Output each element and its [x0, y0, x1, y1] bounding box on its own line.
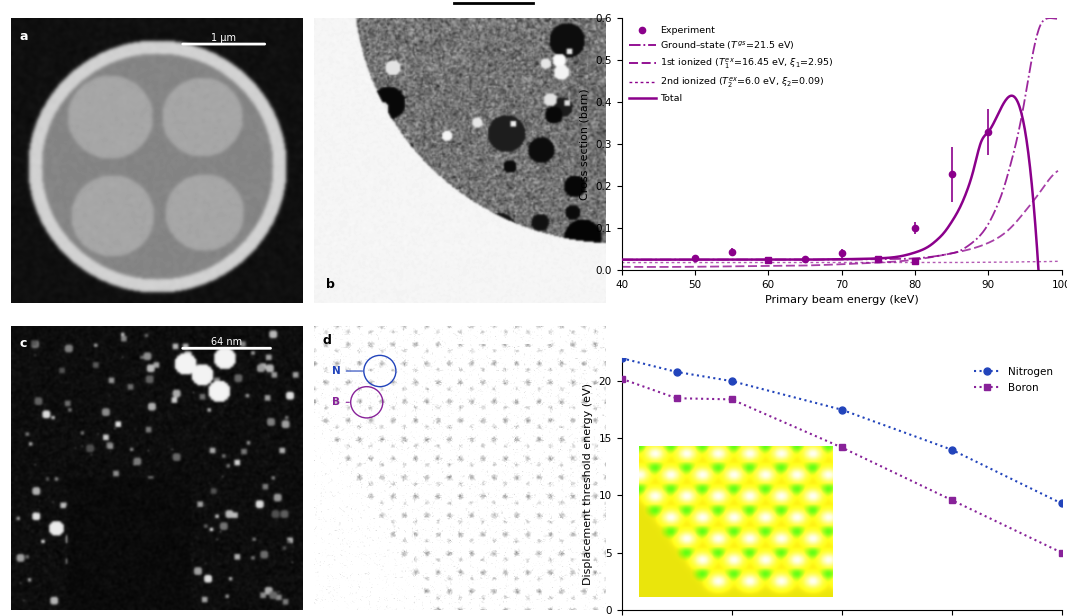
Legend: Experiment, Ground–state ($T^{gs}$=21.5 eV), 1st ionized ($T_1^{ex}$=16.45 eV, $: Experiment, Ground–state ($T^{gs}$=21.5 …	[626, 23, 837, 106]
Boron	[616, 375, 628, 383]
Nitrogen	[726, 378, 738, 385]
Text: c: c	[19, 337, 27, 350]
X-axis label: Primary beam energy (keV): Primary beam energy (keV)	[765, 296, 919, 306]
Nitrogen	[616, 354, 628, 362]
Nitrogen	[670, 368, 683, 376]
Text: b: b	[325, 278, 335, 291]
Line: Boron: Boron	[618, 375, 1065, 556]
Boron	[1055, 549, 1067, 556]
Text: 0.5 nm: 0.5 nm	[487, 334, 521, 344]
Text: B: B	[332, 397, 339, 407]
Boron	[945, 496, 958, 504]
Text: d: d	[323, 334, 332, 347]
Boron	[835, 444, 848, 451]
Legend: Nitrogen, Boron: Nitrogen, Boron	[971, 363, 1056, 396]
Text: 1 μm: 1 μm	[211, 33, 236, 43]
Line: Nitrogen: Nitrogen	[618, 355, 1065, 507]
Y-axis label: Cross section (barn): Cross section (barn)	[579, 89, 590, 200]
Nitrogen	[1055, 500, 1067, 507]
Nitrogen	[835, 406, 848, 413]
Boron	[726, 395, 738, 403]
Text: 64 nm: 64 nm	[211, 337, 242, 347]
Text: N: N	[332, 366, 340, 376]
Boron	[670, 394, 683, 402]
Nitrogen	[945, 446, 958, 453]
Text: a: a	[19, 30, 28, 43]
Y-axis label: Displacement threshold energy (eV): Displacement threshold energy (eV)	[583, 383, 593, 585]
